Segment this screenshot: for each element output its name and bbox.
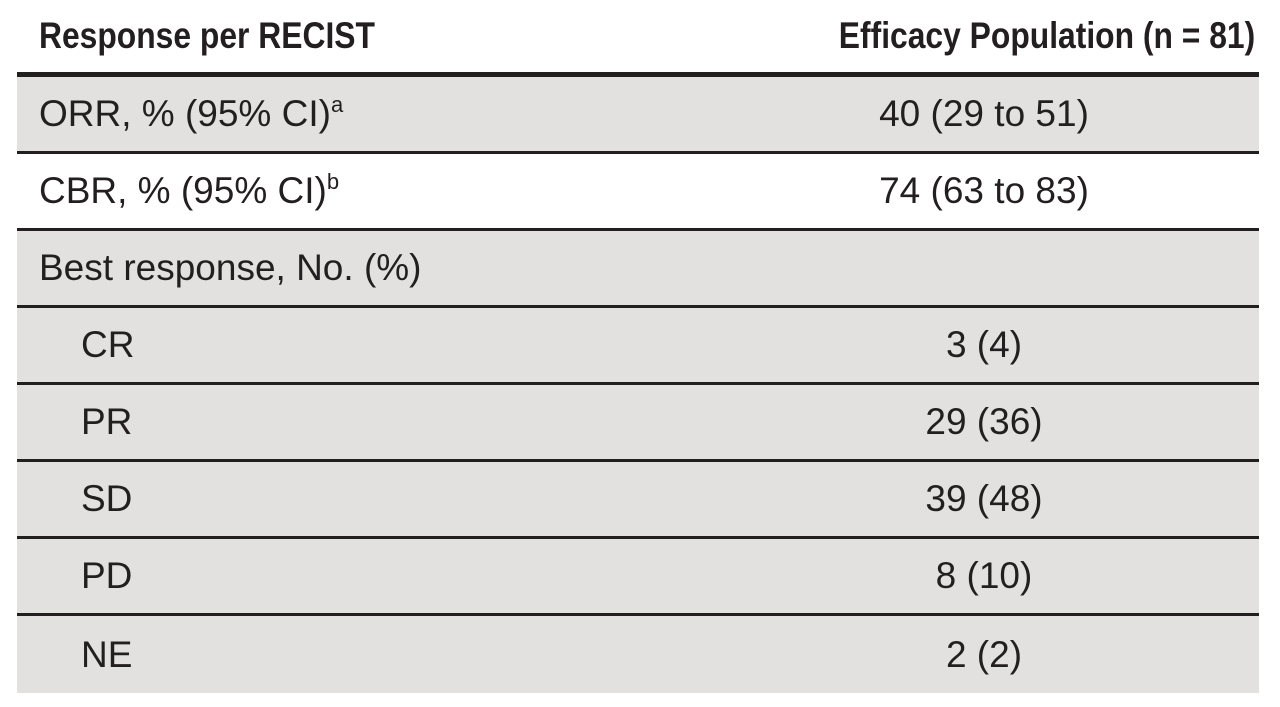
row-label: PD — [81, 555, 133, 596]
table-row-ne: NE 2 (2) — [17, 616, 1259, 693]
table-row-cr: CR 3 (4) — [17, 308, 1259, 385]
row-label: PR — [81, 401, 133, 442]
header-response-per-recist: Response per RECIST — [39, 15, 375, 56]
response-table: Response per RECIST Efficacy Population … — [17, 0, 1259, 693]
table-header: Response per RECIST Efficacy Population … — [17, 0, 1259, 77]
row-value: 40 (29 to 51) — [879, 93, 1089, 134]
row-label-text: CBR, % (95% CI) — [39, 170, 327, 211]
row-value: 29 (36) — [925, 401, 1043, 442]
table-row-orr: ORR, % (95% CI)a 40 (29 to 51) — [17, 77, 1259, 154]
row-value: 2 (2) — [945, 633, 1023, 675]
row-label: Best response, No. (%) — [39, 247, 422, 288]
footnote-marker: b — [326, 169, 340, 194]
table-row-best-response: Best response, No. (%) — [17, 231, 1259, 308]
row-label: CBR, % (95% CI)b — [17, 170, 757, 212]
row-value: 8 (10) — [935, 555, 1033, 596]
row-label: NE — [81, 633, 133, 675]
row-label: SD — [81, 478, 133, 519]
row-label-text: ORR, % (95% CI) — [39, 93, 331, 134]
header-efficacy-population: Efficacy Population (n = 81) — [838, 15, 1255, 56]
table-row-cbr: CBR, % (95% CI)b 74 (63 to 83) — [17, 154, 1259, 231]
row-value: 39 (48) — [925, 478, 1043, 519]
row-label: ORR, % (95% CI)a — [17, 93, 757, 135]
table-row-pd: PD 8 (10) — [17, 539, 1259, 616]
table-row-pr: PR 29 (36) — [17, 385, 1259, 462]
footnote-marker: a — [330, 92, 344, 117]
row-value: 3 (4) — [945, 324, 1023, 365]
table-row-sd: SD 39 (48) — [17, 462, 1259, 539]
row-value: 74 (63 to 83) — [879, 170, 1089, 211]
row-label: CR — [81, 324, 135, 365]
